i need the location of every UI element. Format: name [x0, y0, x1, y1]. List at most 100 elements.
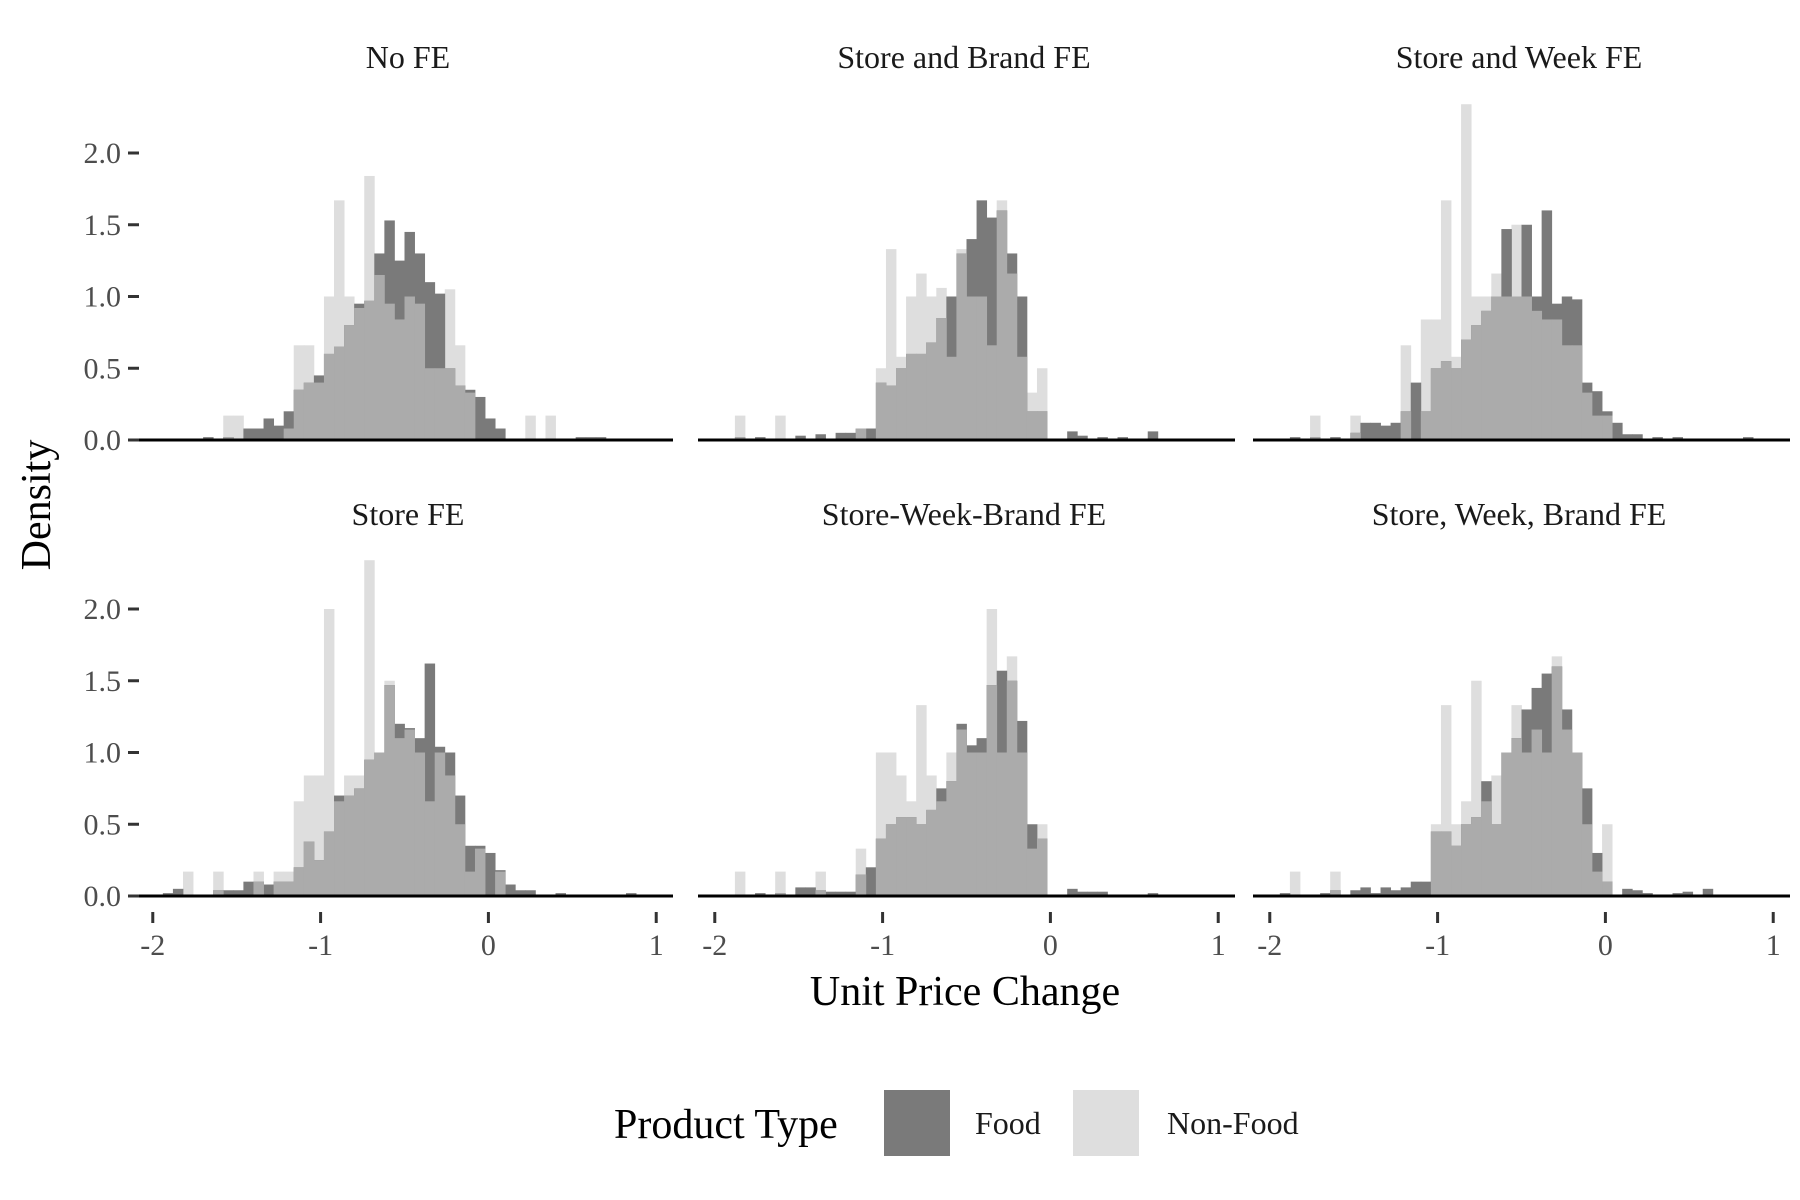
- bar-overlap: [1350, 432, 1361, 440]
- bar-overlap: [966, 296, 977, 440]
- bar-overlap: [936, 318, 947, 440]
- x-tick-label: -1: [308, 929, 333, 962]
- bar-overlap: [354, 307, 365, 440]
- bar-nonfood: [303, 775, 315, 896]
- panel-6: Store, Week, Brand FE -2 -1 0 1: [1253, 496, 1790, 962]
- bar-overlap: [1026, 411, 1038, 440]
- panel-title: Store and Brand FE: [837, 39, 1090, 75]
- bar-overlap: [1006, 273, 1018, 440]
- bar-food: [1067, 431, 1078, 440]
- bar-nonfood: [364, 560, 375, 896]
- bar-overlap: [906, 817, 917, 896]
- bar-food: [1632, 434, 1643, 440]
- bar-overlap: [1531, 729, 1543, 896]
- bar-overlap: [1581, 392, 1593, 440]
- bar-food: [233, 890, 244, 896]
- bar-overlap: [896, 817, 907, 896]
- bar-overlap: [916, 353, 927, 440]
- panel-title: No FE: [366, 39, 450, 75]
- bar-food: [1622, 888, 1633, 896]
- bar-overlap: [313, 382, 325, 440]
- bar-nonfood: [313, 775, 325, 896]
- bar-overlap: [966, 752, 977, 896]
- bar-overlap: [996, 752, 1008, 896]
- bar-overlap: [303, 382, 315, 440]
- bar-food: [485, 418, 496, 440]
- bar-overlap: [885, 824, 897, 896]
- bar-overlap: [374, 274, 385, 440]
- bar-overlap: [414, 303, 426, 440]
- bar-overlap: [926, 809, 937, 896]
- bar-nonfood: [1420, 319, 1432, 440]
- bar-overlap: [1581, 824, 1593, 896]
- bar-food: [253, 428, 264, 440]
- bar-food: [263, 418, 275, 440]
- bar-food: [1622, 434, 1633, 440]
- y-axis-title: Density: [14, 440, 60, 571]
- bar-nonfood: [1350, 415, 1361, 440]
- bar-overlap: [1541, 752, 1553, 896]
- panel-3: Store and Week FE: [1253, 39, 1790, 442]
- bar-nonfood: [775, 415, 786, 440]
- bar-overlap: [283, 881, 295, 896]
- bar-overlap: [1551, 319, 1563, 440]
- bar-overlap: [303, 841, 315, 896]
- bar-overlap: [1430, 831, 1442, 896]
- bar-nonfood: [223, 415, 234, 440]
- bar-overlap: [313, 860, 325, 896]
- bar-overlap: [1451, 845, 1462, 896]
- bar-nonfood: [1602, 824, 1613, 896]
- y-tick-label: 0.5: [84, 352, 122, 385]
- x-tick-label: -2: [702, 929, 727, 962]
- bar-overlap: [424, 368, 436, 440]
- bar-overlap: [1461, 824, 1472, 896]
- bar-food: [424, 663, 436, 896]
- bar-food: [1097, 891, 1108, 896]
- bar-food: [1420, 881, 1432, 896]
- legend: Product Type Food Non-Food: [614, 1090, 1299, 1156]
- bar-overlap: [464, 871, 476, 896]
- bar-overlap: [1591, 415, 1603, 440]
- bar-overlap: [1501, 296, 1512, 440]
- bar-overlap: [1440, 361, 1452, 440]
- bar-nonfood: [1461, 104, 1472, 441]
- x-tick-label: -1: [1425, 929, 1450, 962]
- bar-overlap: [885, 385, 897, 440]
- bar-overlap: [1602, 415, 1613, 440]
- y-tick-label: 2.0: [84, 593, 122, 626]
- bar-food: [172, 888, 184, 896]
- legend-entries: Food Non-Food: [884, 1090, 1299, 1156]
- bar-food: [1380, 887, 1392, 896]
- bar-food: [1632, 890, 1643, 896]
- bar-overlap: [1491, 296, 1502, 440]
- bar-overlap: [424, 801, 436, 896]
- bar-overlap: [1541, 319, 1553, 440]
- bar-overlap: [1481, 801, 1492, 896]
- panel-title: Store FE: [352, 496, 465, 532]
- bar-overlap: [1521, 296, 1532, 440]
- x-tick-label: -2: [1257, 929, 1282, 962]
- bar-food: [1380, 425, 1392, 440]
- bar-nonfood: [1440, 200, 1452, 440]
- bar-food: [263, 884, 275, 896]
- bar-overlap: [464, 392, 476, 440]
- bar-overlap: [976, 296, 988, 440]
- bar-food: [865, 867, 877, 896]
- bar-overlap: [1561, 345, 1573, 440]
- bar-overlap: [936, 801, 947, 896]
- bar-food: [1400, 887, 1412, 896]
- bar-overlap: [1561, 729, 1573, 896]
- bar-food: [805, 887, 816, 896]
- bar-overlap: [334, 346, 345, 440]
- bar-food: [505, 884, 516, 896]
- bar-overlap: [474, 848, 486, 896]
- bar-food: [795, 435, 806, 440]
- bar-overlap: [956, 729, 967, 896]
- bar-nonfood: [775, 871, 786, 896]
- bar-food: [515, 890, 526, 896]
- y-tick-label: 2.0: [84, 137, 122, 170]
- bar-overlap: [1491, 824, 1502, 896]
- bar-overlap: [434, 368, 446, 440]
- bar-overlap: [364, 759, 375, 896]
